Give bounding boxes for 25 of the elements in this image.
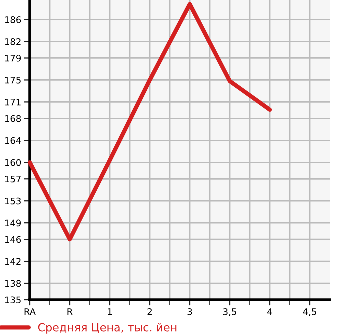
y-tick-label: 175 (5, 77, 21, 84)
y-tick-label: 135 (5, 296, 21, 304)
y-tick-label: 157 (5, 176, 21, 183)
y-tick-label: 146 (5, 236, 22, 244)
y-tick-label: 179 (5, 54, 22, 62)
y-tick-label: 171 (5, 99, 21, 106)
x-tick-label: 3,5 (224, 308, 236, 316)
y-tick-label: 182 (5, 38, 21, 46)
y-tick-label: 153 (5, 198, 21, 205)
y-tick-label: 164 (5, 137, 22, 144)
y-tick-label: 186 (5, 16, 22, 24)
line-series (28, 2, 272, 242)
x-tick-label: 4,5 (303, 308, 316, 316)
y-tick-label: 149 (5, 220, 22, 227)
legend-label: Средняя Цена, тыс. йен (38, 323, 177, 334)
y-tick-label: 142 (5, 258, 21, 265)
x-tick-label: 2 (148, 308, 152, 316)
y-tick-label: 138 (5, 280, 22, 288)
x-tick-label: RA (24, 308, 36, 316)
x-tick-label: R (68, 308, 73, 316)
y-tick-label: 160 (5, 159, 22, 166)
y-tick-label: 168 (5, 115, 22, 122)
x-tick-label: 4 (268, 308, 272, 316)
x-tick-label: 1 (108, 308, 112, 316)
x-tick-label: 3 (188, 308, 192, 316)
